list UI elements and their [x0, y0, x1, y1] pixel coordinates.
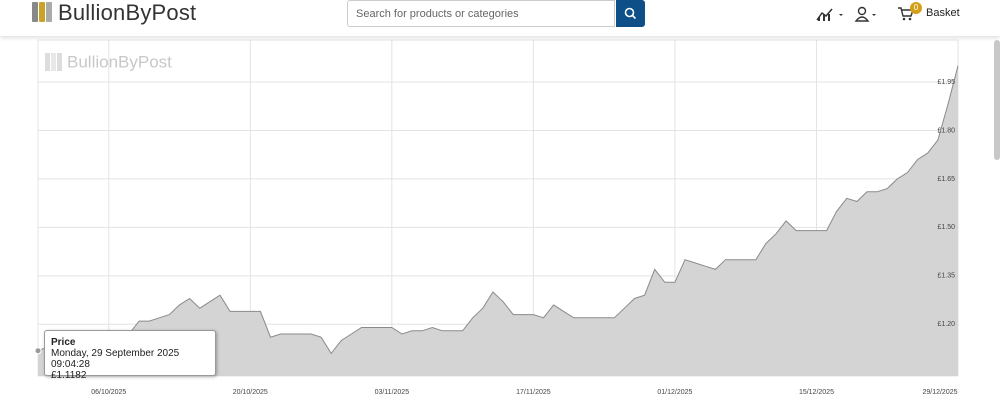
y-tick-label: £1.35: [937, 273, 955, 280]
x-tick-label: 17/11/2025: [516, 389, 551, 396]
scrollbar[interactable]: [994, 40, 1000, 160]
search-button[interactable]: [616, 0, 645, 27]
y-tick-label: £1.80: [937, 127, 955, 134]
y-tick-label: £1.95: [937, 79, 955, 86]
area-fill: [38, 65, 958, 377]
x-tick-label: 15/12/2025: [799, 389, 834, 396]
logo[interactable]: BullionByPost: [58, 0, 197, 25]
x-tick-label: 03/11/2025: [375, 389, 410, 396]
y-tick-label: £1.65: [937, 176, 955, 183]
y-tick-label: £1.50: [937, 224, 955, 231]
basket-count: 0: [910, 2, 922, 14]
price-line: [37, 65, 959, 355]
x-tick-label: 20/10/2025: [233, 389, 268, 396]
watermark-icon: [45, 53, 62, 71]
charts-menu[interactable]: [815, 5, 849, 23]
tooltip: Price Monday, 29 September 2025 09:04:28…: [44, 330, 216, 381]
basket-link[interactable]: Basket: [926, 7, 960, 19]
account-menu[interactable]: [854, 5, 880, 23]
x-tick-label: 01/12/2025: [657, 389, 692, 396]
y-tick-label: £1.20: [937, 321, 955, 328]
search-icon: [624, 7, 637, 20]
header: BullionByPost Search for products or cat…: [0, 0, 1000, 36]
tooltip-time: Monday, 29 September 2025 09:04:28: [51, 348, 180, 370]
tooltip-price: £1.1182: [51, 370, 87, 381]
hover-point: [34, 347, 42, 355]
search-input[interactable]: Search for products or categories: [347, 0, 615, 27]
logo-icon: [32, 2, 52, 22]
tooltip-title: Price: [51, 337, 76, 348]
x-tick-label: 06/10/2025: [91, 389, 126, 396]
watermark: BullionByPost: [67, 52, 172, 71]
x-tick-label: 29/12/2025: [922, 389, 957, 396]
